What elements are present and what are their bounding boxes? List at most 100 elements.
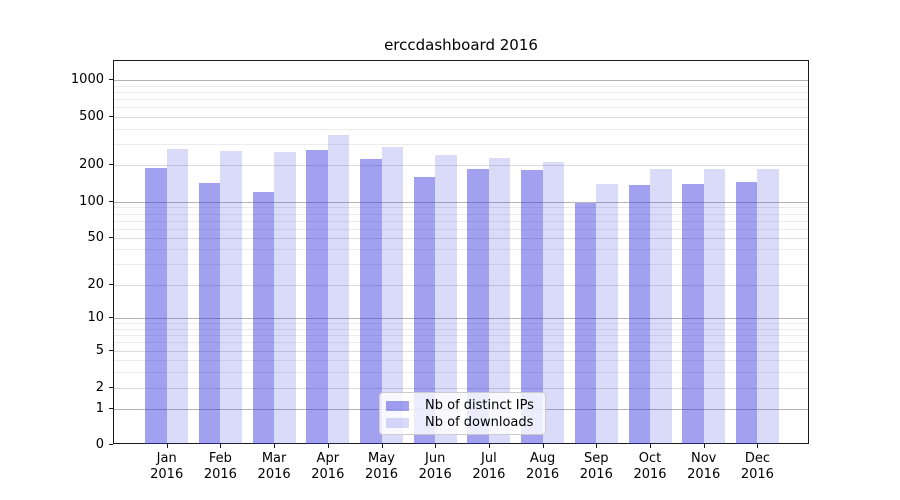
xtick-mark-sep <box>596 444 598 448</box>
gridline-minor-700 <box>114 99 808 101</box>
xtick-label-sep: Sep 2016 <box>579 451 613 482</box>
xtick-label-jun: Jun 2016 <box>418 451 452 482</box>
ytick-mark-1 <box>109 408 113 409</box>
xtick-mark-jul <box>488 444 490 448</box>
bar-distinct-ips-sep <box>574 202 597 444</box>
gridline-minor-8 <box>114 328 808 330</box>
ytick-label-500: 500 <box>79 108 104 124</box>
gridline-minor-800 <box>114 91 808 93</box>
bar-downloads-may <box>381 147 403 444</box>
gridline-mid-500 <box>114 117 808 118</box>
xtick-mark-dec <box>757 444 759 448</box>
xtick-mark-may <box>381 444 383 448</box>
bar-downloads-apr <box>327 134 350 444</box>
bar-downloads-dec <box>757 169 779 444</box>
bar-downloads-nov <box>703 169 726 444</box>
gridline-minor-300 <box>114 143 808 145</box>
xtick-label-may: May 2016 <box>364 451 399 482</box>
gridline-mid-5 <box>114 351 808 352</box>
bar-distinct-ips-mar <box>252 191 275 444</box>
xtick-label-aug: Aug 2016 <box>526 451 560 482</box>
gridline-minor-30 <box>114 264 808 266</box>
xtick-label-oct: Oct 2016 <box>633 451 667 482</box>
xtick-label-apr: Apr 2016 <box>311 451 345 482</box>
gridline-minor-40 <box>114 249 808 251</box>
gridline-minor-4 <box>114 360 808 361</box>
legend-row-downloads: Nb of downloads <box>386 415 545 431</box>
xtick-mark-jun <box>435 444 437 448</box>
ytick-mark-500 <box>109 116 113 117</box>
gridline-minor-400 <box>114 128 808 130</box>
xtick-label-jul: Jul 2016 <box>472 451 506 482</box>
bar-distinct-ips-apr <box>306 149 328 444</box>
legend-swatch-downloads <box>386 418 409 428</box>
bar-distinct-ips-jul <box>467 169 489 444</box>
xtick-mark-feb <box>220 444 222 448</box>
bar-downloads-mar <box>274 151 296 444</box>
gridline-minor-80 <box>114 213 808 215</box>
ytick-label-200: 200 <box>79 156 104 172</box>
bar-downloads-jan <box>166 149 189 444</box>
gridline-minor-900 <box>114 85 808 87</box>
ytick-label-1: 1 <box>95 400 104 416</box>
ytick-mark-200 <box>109 164 113 165</box>
ytick-label-100: 100 <box>79 193 104 209</box>
gridline-mid-200 <box>114 165 808 166</box>
ytick-mark-10 <box>109 317 113 318</box>
bar-distinct-ips-nov <box>682 184 704 444</box>
ytick-label-5: 5 <box>95 342 104 358</box>
gridline-minor-600 <box>114 107 808 109</box>
gridline-minor-70 <box>114 220 808 222</box>
xtick-label-nov: Nov 2016 <box>687 451 721 482</box>
gridline-mid-20 <box>114 285 808 286</box>
gridline-major-1000 <box>114 80 808 81</box>
gridline-minor-6 <box>114 342 808 344</box>
ytick-label-10: 10 <box>87 309 104 325</box>
legend-label-downloads: Nb of downloads <box>425 415 534 430</box>
bar-downloads-feb <box>220 151 242 444</box>
ytick-mark-100 <box>109 201 113 202</box>
gridline-mid-2 <box>114 388 808 389</box>
chart-title: erccdashboard 2016 <box>384 36 538 54</box>
xtick-mark-oct <box>650 444 651 448</box>
bar-distinct-ips-jun <box>413 176 436 444</box>
ytick-label-1000: 1000 <box>70 71 104 87</box>
legend-swatch-distinct-ips <box>386 401 409 411</box>
xtick-mark-aug <box>542 444 544 448</box>
xtick-label-feb: Feb 2016 <box>203 451 237 482</box>
ytick-label-2: 2 <box>95 379 104 395</box>
ytick-label-0: 0 <box>95 436 104 452</box>
xtick-mark-nov <box>703 444 705 448</box>
ytick-mark-5 <box>109 350 113 351</box>
ytick-label-20: 20 <box>87 276 104 292</box>
bar-downloads-sep <box>596 184 618 444</box>
ytick-mark-20 <box>109 284 113 285</box>
legend-label-distinct-ips: Nb of distinct IPs <box>425 398 534 413</box>
bar-distinct-ips-oct <box>628 184 650 444</box>
bar-distinct-ips-may <box>360 159 382 444</box>
xtick-mark-apr <box>327 444 329 448</box>
gridline-major-100 <box>114 202 808 203</box>
gridline-minor-90 <box>114 207 808 209</box>
bar-distinct-ips-feb <box>198 183 221 444</box>
bar-distinct-ips-aug <box>521 169 543 444</box>
gridline-minor-9 <box>114 323 808 325</box>
xtick-mark-mar <box>274 444 276 448</box>
bar-distinct-ips-jan <box>145 167 167 444</box>
xtick-label-mar: Mar 2016 <box>257 451 291 482</box>
ytick-mark-2 <box>109 387 113 388</box>
ytick-mark-0 <box>109 444 113 445</box>
bar-downloads-oct <box>650 169 672 444</box>
gridline-major-10 <box>114 318 808 319</box>
gridline-minor-3 <box>114 371 808 373</box>
plot-area <box>113 60 809 444</box>
xtick-label-jan: Jan 2016 <box>150 451 184 482</box>
xtick-label-dec: Dec 2016 <box>740 451 774 482</box>
legend-row-distinct-ips: Nb of distinct IPs <box>386 398 545 414</box>
bar-downloads-aug <box>542 161 565 444</box>
legend: Nb of distinct IPs Nb of downloads <box>379 392 546 435</box>
ytick-mark-50 <box>109 237 113 238</box>
bar-downloads-jun <box>435 155 457 444</box>
bar-distinct-ips-dec <box>735 182 758 444</box>
gridline-minor-7 <box>114 334 808 336</box>
